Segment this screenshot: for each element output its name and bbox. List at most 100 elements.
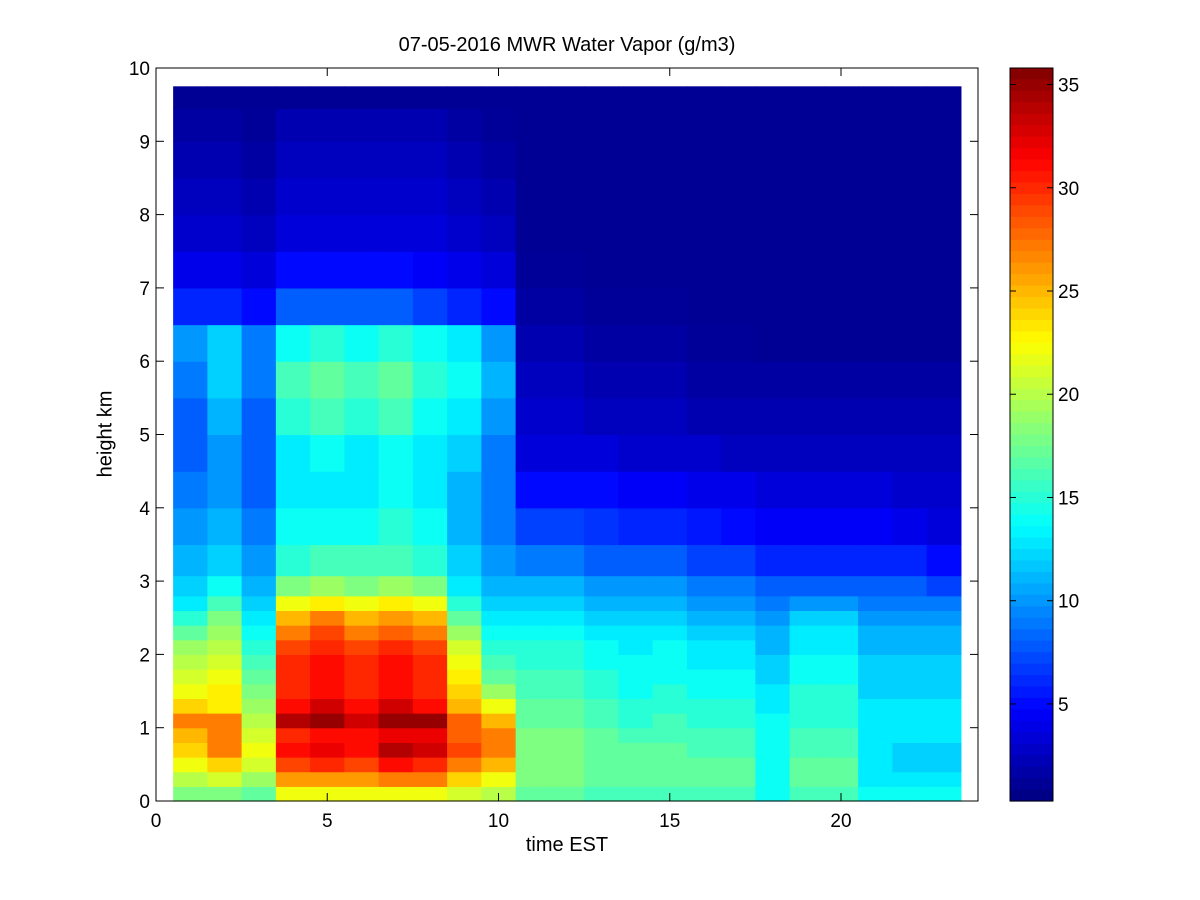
heatmap-cell bbox=[823, 727, 859, 743]
heatmap-cell bbox=[481, 507, 517, 546]
heatmap-cell bbox=[789, 727, 825, 743]
heatmap-cell bbox=[173, 595, 208, 612]
heatmap-cell bbox=[584, 108, 619, 142]
heatmap-cell bbox=[652, 86, 688, 109]
heatmap-cell bbox=[447, 757, 482, 773]
heatmap-cell bbox=[823, 361, 859, 399]
heatmap-cell bbox=[515, 757, 551, 773]
heatmap-cell bbox=[686, 141, 722, 179]
heatmap-cell bbox=[275, 434, 311, 472]
heatmap-cell bbox=[686, 177, 722, 216]
heatmap-cell bbox=[926, 654, 962, 670]
heatmap-cell bbox=[378, 86, 414, 109]
heatmap-cell bbox=[207, 108, 243, 142]
heatmap-cell bbox=[275, 669, 311, 685]
colorbar-swatch bbox=[1010, 297, 1053, 310]
heatmap-cell bbox=[789, 108, 825, 142]
heatmap-cell bbox=[858, 471, 893, 509]
heatmap-cell bbox=[755, 713, 791, 729]
heatmap-cell bbox=[892, 727, 928, 743]
heatmap-cell bbox=[584, 544, 619, 577]
heatmap-cell bbox=[618, 251, 654, 289]
heatmap-cell bbox=[241, 361, 277, 399]
heatmap-cell bbox=[207, 214, 243, 252]
heatmap-cell bbox=[926, 595, 962, 612]
heatmap-cell bbox=[926, 639, 962, 655]
heatmap-cell bbox=[481, 324, 517, 362]
colorbar-swatch bbox=[1010, 136, 1053, 149]
heatmap-cell bbox=[275, 324, 311, 362]
heatmap-cell bbox=[447, 639, 482, 655]
heatmap-cell bbox=[310, 610, 345, 626]
heatmap-cell bbox=[926, 397, 962, 436]
heatmap-cell bbox=[447, 669, 482, 685]
heatmap-cell bbox=[310, 625, 345, 641]
heatmap-cell bbox=[721, 654, 756, 670]
heatmap-cell bbox=[412, 742, 448, 758]
heatmap-cell bbox=[721, 361, 756, 399]
heatmap-cell bbox=[310, 397, 345, 436]
heatmap-cell bbox=[789, 141, 825, 179]
heatmap-cell bbox=[858, 361, 893, 399]
heatmap-cell bbox=[858, 214, 893, 252]
colorbar-swatch bbox=[1010, 732, 1053, 745]
heatmap-cell bbox=[721, 786, 756, 802]
heatmap-cell bbox=[412, 361, 448, 399]
heatmap-cell bbox=[515, 324, 551, 362]
heatmap-cell bbox=[618, 434, 654, 472]
heatmap-cell bbox=[173, 771, 208, 787]
heatmap-cell bbox=[652, 287, 688, 326]
heatmap-cell bbox=[892, 86, 928, 109]
heatmap-cell bbox=[823, 595, 859, 612]
heatmap-cell bbox=[823, 713, 859, 729]
colorbar-swatch bbox=[1010, 274, 1053, 287]
heatmap-cell bbox=[926, 177, 962, 216]
heatmap-cell bbox=[515, 251, 551, 289]
heatmap-cell bbox=[275, 625, 311, 641]
heatmap-cell bbox=[344, 757, 380, 773]
heatmap-cell bbox=[892, 361, 928, 399]
heatmap-cell bbox=[207, 361, 243, 399]
heatmap-cell bbox=[275, 713, 311, 729]
heatmap-cell bbox=[721, 507, 756, 546]
heatmap-cell bbox=[755, 287, 791, 326]
heatmap-cell bbox=[310, 595, 345, 612]
heatmap-cell bbox=[755, 324, 791, 362]
heatmap-cell bbox=[378, 786, 414, 802]
heatmap-cell bbox=[344, 287, 380, 326]
heatmap-cell bbox=[515, 742, 551, 758]
heatmap-cell bbox=[618, 771, 654, 787]
y-tick-label: 1 bbox=[139, 719, 150, 740]
heatmap-cell bbox=[275, 595, 311, 612]
heatmap-cell bbox=[584, 575, 619, 597]
colorbar-swatch bbox=[1010, 766, 1053, 779]
heatmap-cell bbox=[447, 786, 482, 802]
heatmap-cell bbox=[447, 507, 482, 546]
heatmap-cell bbox=[173, 698, 208, 714]
heatmap-cell bbox=[549, 287, 585, 326]
heatmap-cell bbox=[241, 727, 277, 743]
heatmap-cell bbox=[241, 654, 277, 670]
heatmap-cell bbox=[823, 625, 859, 641]
heatmap-cell bbox=[173, 683, 208, 699]
heatmap-cell bbox=[275, 214, 311, 252]
colorbar-swatch bbox=[1010, 102, 1053, 115]
heatmap-cell bbox=[173, 575, 208, 597]
heatmap-cell bbox=[549, 595, 585, 612]
heatmap-cell bbox=[892, 786, 928, 802]
colorbar-swatch bbox=[1010, 113, 1053, 126]
heatmap-cell bbox=[892, 214, 928, 252]
heatmap-cell bbox=[241, 713, 277, 729]
heatmap-cell bbox=[412, 727, 448, 743]
heatmap-cell bbox=[892, 654, 928, 670]
heatmap-cell bbox=[686, 575, 722, 597]
heatmap-cell bbox=[584, 625, 619, 641]
heatmap-cell bbox=[858, 397, 893, 436]
heatmap-cell bbox=[858, 610, 893, 626]
heatmap-cell bbox=[789, 757, 825, 773]
heatmap-cell bbox=[310, 713, 345, 729]
heatmap-cell bbox=[275, 683, 311, 699]
heatmap-cell bbox=[789, 771, 825, 787]
heatmap-cell bbox=[310, 108, 345, 142]
y-tick-label: 7 bbox=[139, 279, 150, 300]
